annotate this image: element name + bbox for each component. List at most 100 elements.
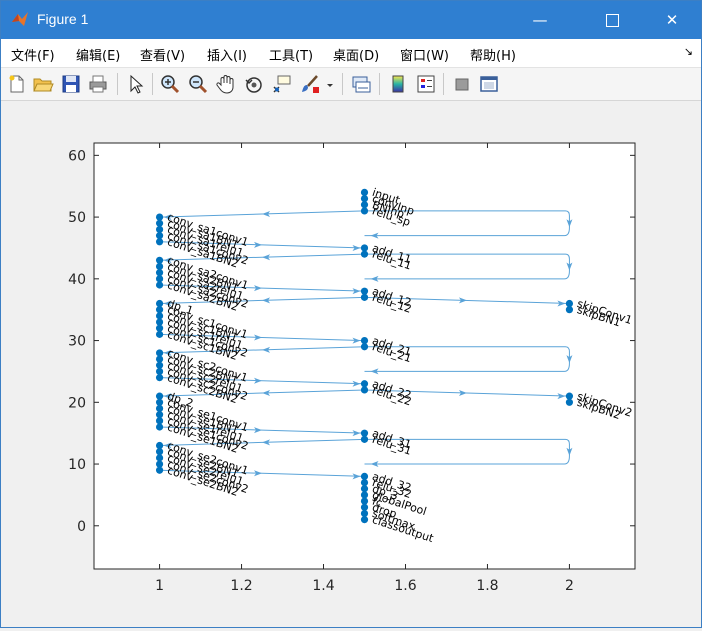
graph-node[interactable] — [155, 355, 164, 363]
graph-node[interactable] — [155, 318, 164, 326]
graph-node[interactable] — [565, 299, 574, 308]
new-file-icon[interactable] — [6, 73, 28, 95]
graph-node[interactable] — [155, 330, 164, 338]
close-button[interactable]: ✕ — [649, 1, 695, 39]
dock-figure-icon[interactable]: ↘ — [683, 45, 693, 58]
graph-node[interactable] — [565, 392, 574, 400]
graph-node[interactable] — [155, 238, 164, 246]
hide-plot-tools-icon[interactable] — [451, 73, 473, 95]
graph-node[interactable] — [565, 398, 574, 406]
graph-node[interactable] — [155, 361, 164, 369]
edge-arrowhead — [262, 346, 271, 353]
menu-window[interactable]: 窗口(W) — [400, 49, 449, 64]
graph-node[interactable] — [155, 262, 164, 271]
graph-node[interactable] — [360, 485, 369, 493]
pan-hand-icon[interactable] — [215, 73, 237, 95]
zoom-in-icon[interactable] — [159, 73, 181, 95]
graph-node[interactable] — [360, 503, 369, 511]
graph-node[interactable] — [360, 188, 369, 196]
menu-desktop[interactable]: 桌面(D) — [333, 49, 380, 64]
graph-node[interactable] — [155, 256, 164, 264]
graph-node[interactable] — [155, 225, 164, 234]
graph-node[interactable] — [155, 349, 164, 357]
graph-node[interactable] — [155, 269, 164, 277]
graph-node[interactable] — [155, 448, 164, 456]
rotate-3d-icon[interactable] — [243, 73, 265, 95]
graph-node[interactable] — [360, 516, 369, 524]
graph-node[interactable] — [155, 213, 164, 221]
graph-node[interactable] — [155, 374, 164, 382]
graph-node[interactable] — [360, 293, 369, 301]
graph-node[interactable] — [360, 429, 369, 437]
graph-node[interactable] — [360, 509, 369, 518]
print-icon[interactable] — [87, 73, 109, 95]
figure-toolbar — [1, 68, 701, 101]
graph-node[interactable] — [155, 219, 164, 227]
edge-arrowhead — [352, 430, 361, 437]
graph-node[interactable] — [360, 336, 369, 345]
show-plot-tools-icon[interactable] — [478, 73, 500, 95]
colorbar-icon[interactable] — [387, 73, 409, 95]
graph-node[interactable] — [360, 491, 369, 499]
edge-arrowhead — [566, 355, 573, 364]
zoom-out-icon[interactable] — [187, 73, 209, 95]
data-cursor-icon[interactable] — [271, 73, 293, 95]
graph-node[interactable] — [155, 411, 164, 419]
graph-node[interactable] — [360, 497, 369, 505]
graph-node[interactable] — [360, 250, 369, 258]
graph-node[interactable] — [360, 386, 369, 394]
graph-node[interactable] — [155, 299, 164, 308]
open-folder-icon[interactable] — [32, 73, 54, 95]
edge-arrowhead — [566, 262, 573, 271]
menu-insert[interactable]: 插入(I) — [207, 49, 247, 64]
graph-node[interactable] — [360, 472, 369, 480]
menu-help[interactable]: 帮助(H) — [470, 49, 516, 64]
graph-node[interactable] — [155, 367, 164, 376]
graph-node[interactable] — [360, 435, 369, 443]
graph-node[interactable] — [565, 306, 574, 314]
graph-node[interactable] — [155, 404, 164, 413]
graph-node[interactable] — [155, 312, 164, 320]
graph-node[interactable] — [155, 417, 164, 425]
x-tick-label: 1 — [155, 578, 164, 594]
graph-node[interactable] — [155, 306, 164, 314]
edge-arrowhead — [262, 254, 271, 261]
menu-edit[interactable]: 编辑(E) — [76, 49, 121, 64]
graph-node[interactable] — [155, 398, 164, 406]
save-icon[interactable] — [60, 73, 82, 95]
graph-node[interactable] — [360, 478, 369, 487]
graph-node[interactable] — [360, 201, 369, 209]
menu-tools[interactable]: 工具(T) — [269, 49, 314, 64]
network-graph-plot[interactable]: inputconvInpBNInprelu_spconv_sa1conv1con… — [1, 101, 701, 627]
x-tick-label: 1.6 — [394, 578, 416, 594]
edge-arrowhead — [370, 232, 379, 239]
graph-node[interactable] — [155, 392, 164, 400]
graph-node[interactable] — [155, 281, 164, 289]
brush-dropdown-icon[interactable] — [325, 73, 335, 95]
minimize-button[interactable]: — — [517, 1, 563, 39]
graph-node[interactable] — [155, 423, 164, 431]
graph-node[interactable] — [360, 194, 369, 203]
graph-node[interactable] — [155, 466, 164, 474]
graph-node[interactable] — [155, 454, 164, 462]
brush-icon[interactable] — [299, 73, 321, 95]
graph-edge — [159, 469, 365, 477]
maximize-button[interactable] — [589, 1, 635, 39]
graph-node[interactable] — [360, 207, 369, 215]
menu-view[interactable]: 查看(V) — [140, 49, 186, 64]
pointer-icon[interactable] — [124, 73, 146, 95]
graph-node[interactable] — [360, 380, 369, 388]
graph-node[interactable] — [155, 275, 164, 283]
graph-node[interactable] — [360, 343, 369, 351]
link-plot-icon[interactable] — [350, 73, 372, 95]
graph-node[interactable] — [155, 460, 164, 468]
menu-file[interactable]: 文件(F) — [11, 49, 55, 64]
edge-arrowhead — [163, 393, 172, 400]
graph-node[interactable] — [360, 244, 369, 252]
graph-node[interactable] — [155, 441, 164, 450]
graph-node[interactable] — [360, 287, 369, 295]
graph-node[interactable] — [155, 324, 164, 332]
graph-node[interactable] — [155, 232, 164, 240]
legend-icon[interactable] — [415, 73, 437, 95]
